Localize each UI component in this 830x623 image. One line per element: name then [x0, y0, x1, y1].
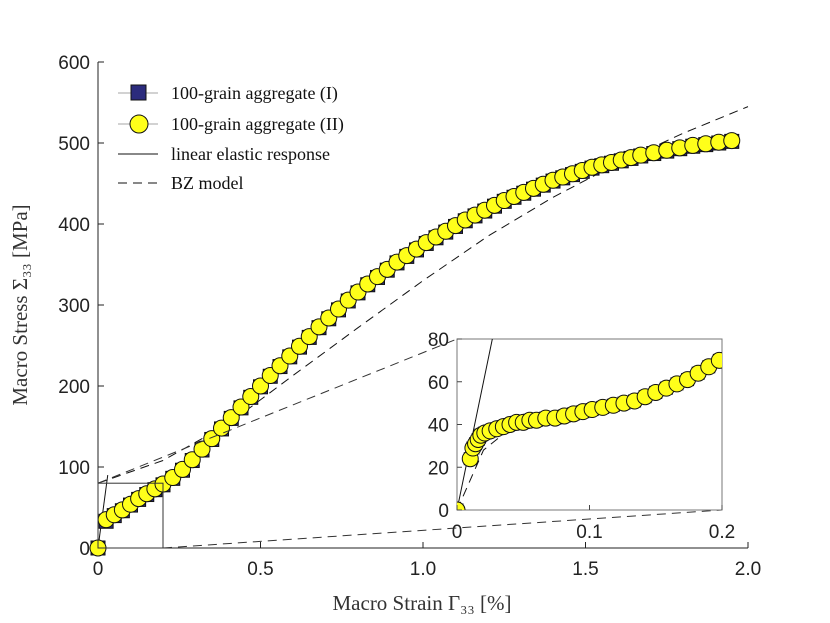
x-tick-label: 1.0	[410, 559, 436, 580]
legend-label-bz-model: BZ model	[171, 173, 244, 193]
series-ii-point	[183, 451, 201, 469]
zoom-guide-lower	[162, 509, 723, 549]
legend-square-marker	[130, 84, 147, 101]
inset-x-tick-label: 0.2	[709, 522, 735, 543]
inset-y-tick-label: 20	[428, 458, 449, 479]
y-tick-label: 600	[58, 53, 90, 74]
inset-plot: 0 0.1 0.2 0 20 40 60 80	[428, 330, 735, 543]
y-axis-title: Macro Stress Σ₃₃ [MPa]	[8, 204, 32, 405]
x-tick-label: 1.5	[572, 559, 598, 580]
linear-elastic-line	[97, 475, 109, 549]
x-tick-label: 0	[93, 559, 104, 580]
series-ii-point	[723, 132, 741, 150]
inset-y-tick-label: 0	[438, 501, 449, 522]
x-axis-title: Macro Strain Γ₃₃ [%]	[333, 591, 512, 615]
inset-series-ii-point	[710, 351, 722, 369]
inset-series-ii-point	[457, 501, 466, 510]
zoom-region-box	[97, 482, 164, 549]
series-ii-markers	[89, 132, 741, 557]
inset-linear-elastic-line	[457, 339, 493, 510]
series-ii-point	[252, 377, 269, 395]
inset-y-tick-label: 80	[428, 330, 449, 351]
series-ii-point	[232, 398, 250, 416]
y-tick-label: 300	[58, 296, 90, 317]
legend: 100-grain aggregate (I) 100-grain aggreg…	[118, 83, 344, 193]
series-ii-point	[203, 430, 221, 448]
y-tick-label: 500	[58, 134, 90, 155]
y-tick-label: 400	[58, 215, 90, 236]
zoom-guide-upper	[97, 338, 458, 484]
legend-label-linear-elastic: linear elastic response	[171, 144, 330, 164]
legend-label-series-ii: 100-grain aggregate (II)	[171, 114, 344, 135]
inset-x-tick-label: 0	[452, 522, 463, 543]
zoom-guides	[97, 338, 723, 549]
y-tick-label: 100	[58, 458, 90, 479]
series-ii-point	[222, 409, 240, 427]
legend-label-series-i: 100-grain aggregate (I)	[171, 83, 338, 104]
inset-y-tick-label: 60	[428, 373, 449, 394]
x-tick-label: 0.5	[247, 559, 273, 580]
legend-circle-marker	[129, 114, 149, 134]
inset-y-tick-label: 40	[428, 416, 449, 437]
y-tick-label: 0	[79, 539, 90, 560]
x-tick-label: 2.0	[735, 559, 761, 580]
y-tick-label: 200	[58, 377, 90, 398]
inset-x-tick-label: 0.1	[576, 522, 602, 543]
inset-plot-area	[457, 339, 722, 510]
series-ii-point	[242, 388, 260, 406]
